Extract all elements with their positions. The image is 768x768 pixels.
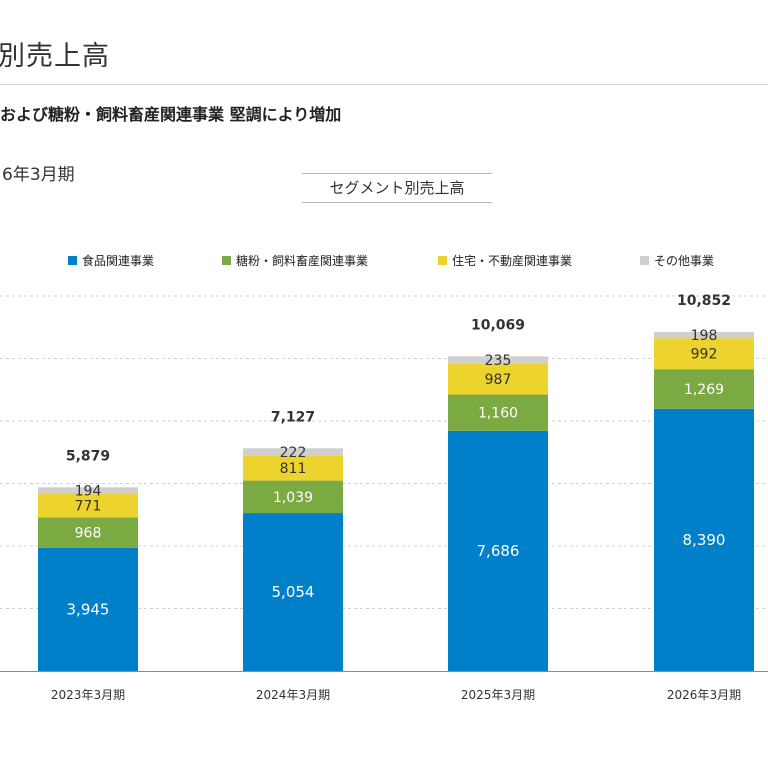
legend-swatch-sugar-feed: [222, 256, 231, 265]
title-divider: [0, 84, 768, 85]
bar-segment: [38, 487, 138, 494]
bar-segment: [448, 363, 548, 395]
bar-segment: [448, 430, 548, 671]
legend-label-housing: 住宅・不動産関連事業: [452, 254, 573, 268]
data-label: 1,039: [273, 490, 313, 506]
x-tick-label: 2025年3月期: [461, 688, 535, 702]
legend-item-food: 食品関連事業: [68, 252, 154, 269]
data-label: 1,269: [684, 382, 724, 398]
data-label: 771: [75, 498, 102, 514]
bar-segment: [448, 394, 548, 431]
legend-swatch-housing: [438, 256, 447, 265]
legend-label-food: 食品関連事業: [82, 254, 155, 268]
chart-legend: 食品関連事業 糖粉・飼料畜産関連事業 住宅・不動産関連事業 その他事業: [0, 252, 768, 272]
bar-segment: [38, 547, 138, 671]
slide-title: 別売上高: [0, 41, 110, 72]
bar-segment: [448, 356, 548, 364]
legend-label-sugar-feed: 糖粉・飼料畜産関連事業: [236, 254, 369, 268]
data-label: 968: [75, 526, 102, 542]
data-label: 1,160: [478, 406, 518, 422]
bar-segment: [243, 513, 343, 671]
data-label: 8,390: [683, 531, 726, 549]
period-label: 6年3月期: [2, 165, 75, 185]
data-label: 235: [485, 353, 512, 369]
data-label: 992: [691, 347, 718, 363]
total-label: 5,879: [66, 448, 110, 464]
chart-title: セグメント別売上高: [302, 173, 492, 203]
legend-item-other: その他事業: [640, 252, 714, 269]
bar-segment: [654, 408, 754, 671]
data-label: 811: [280, 461, 307, 477]
data-label: 3,945: [67, 600, 110, 618]
data-label: 194: [75, 483, 102, 499]
data-label: 5,054: [272, 583, 315, 601]
bar-segment: [654, 331, 754, 339]
legend-swatch-food: [68, 256, 77, 265]
x-tick-label: 2023年3月期: [51, 688, 125, 702]
data-label: 987: [485, 372, 512, 388]
total-label: 10,852: [677, 293, 731, 309]
bar-segment: [38, 493, 138, 518]
legend-item-housing: 住宅・不動産関連事業: [438, 252, 572, 269]
data-label: 222: [280, 445, 307, 461]
legend-label-other: その他事業: [654, 254, 715, 268]
slide-headline: および糖粉・飼料畜産関連事業 堅調により増加: [0, 105, 342, 124]
bar-segment: [243, 448, 343, 456]
x-tick-label: 2024年3月期: [256, 688, 330, 702]
total-label: 7,127: [271, 409, 315, 425]
data-label: 7,686: [477, 542, 520, 560]
bar-segment: [38, 517, 138, 548]
total-label: 10,069: [471, 317, 525, 333]
legend-item-sugar-feed: 糖粉・飼料畜産関連事業: [222, 252, 368, 269]
x-tick-label: 2026年3月期: [667, 688, 741, 702]
data-label: 198: [691, 328, 718, 344]
bar-segment: [654, 338, 754, 370]
legend-swatch-other: [640, 256, 649, 265]
bar-segment: [654, 369, 754, 409]
bar-segment: [243, 455, 343, 481]
bar-segment: [243, 480, 343, 514]
